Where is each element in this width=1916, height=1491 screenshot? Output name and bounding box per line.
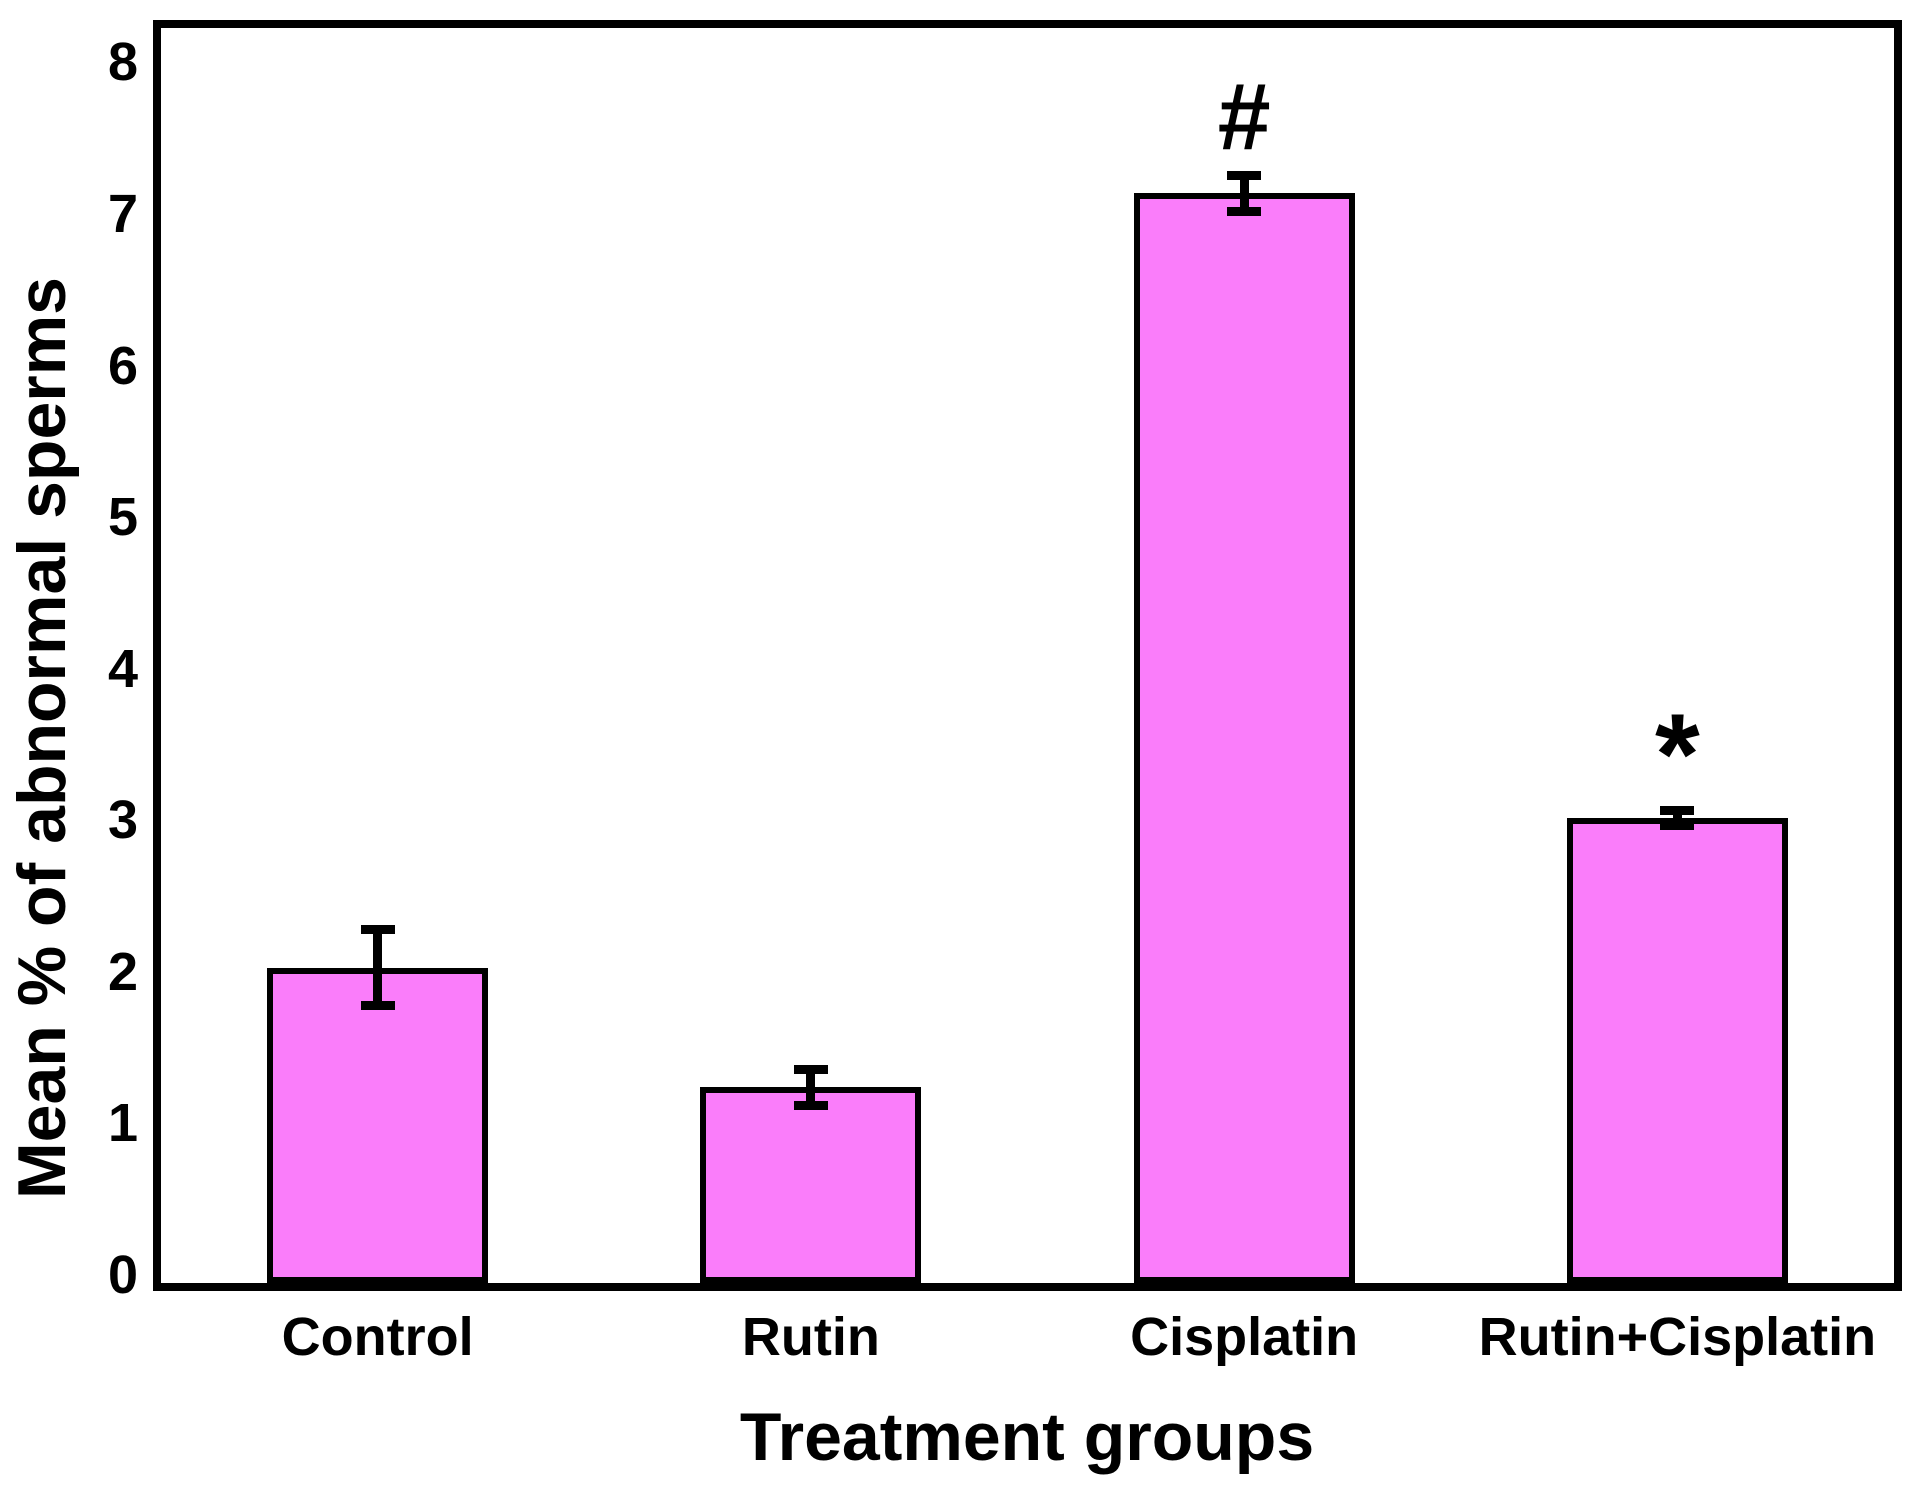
error-bar-stem-control [373, 929, 383, 1006]
y-tick-label-4: 4 [107, 638, 138, 699]
x-tick-label-rutin-cisplatin: Rutin+Cisplatin [1478, 1307, 1877, 1367]
x-tick-label-cisplatin: Cisplatin [1130, 1307, 1359, 1367]
error-bar-cap-lower-control [360, 1001, 395, 1011]
x-tick-label-control: Control [281, 1307, 474, 1367]
error-bar-cap-upper-control [360, 925, 395, 935]
error-bar-stem-rutin-cisplatin [1672, 810, 1682, 826]
bar-cisplatin [1133, 193, 1355, 1283]
y-tick-label-3: 3 [107, 790, 138, 851]
y-axis-title: Mean % of abnormal sperms [4, 276, 80, 1200]
error-bar-cap-upper-rutin [793, 1064, 828, 1074]
significance-asterisk-rutin-cisplatin: * [1654, 691, 1700, 820]
bar-rutin [700, 1087, 922, 1283]
error-bar-cap-lower-rutin [793, 1101, 828, 1111]
y-tick-label-8: 8 [107, 32, 138, 93]
y-tick-label-6: 6 [107, 335, 138, 396]
error-bar-cap-lower-rutin-cisplatin [1660, 820, 1695, 830]
error-bar-cap-lower-cisplatin [1227, 206, 1262, 216]
y-tick-label-1: 1 [107, 1093, 138, 1154]
error-bar-cap-upper-cisplatin [1227, 170, 1262, 180]
y-tick-label-2: 2 [107, 941, 138, 1002]
error-bar-stem-rutin [806, 1069, 816, 1106]
error-bar-stem-cisplatin [1239, 175, 1249, 212]
bar-rutin-cisplatin [1566, 817, 1788, 1283]
bar-control [267, 967, 489, 1283]
y-tick-label-7: 7 [107, 184, 138, 244]
x-tick-label-rutin: Rutin [741, 1307, 880, 1367]
error-bar-cap-upper-rutin-cisplatin [1660, 805, 1695, 815]
plot-area [153, 20, 1902, 1291]
y-tick-label-0: 0 [107, 1245, 138, 1305]
significance-hash-cisplatin: # [1217, 64, 1271, 171]
y-tick-label-5: 5 [107, 487, 138, 548]
x-axis-title: Treatment groups [739, 1399, 1315, 1475]
